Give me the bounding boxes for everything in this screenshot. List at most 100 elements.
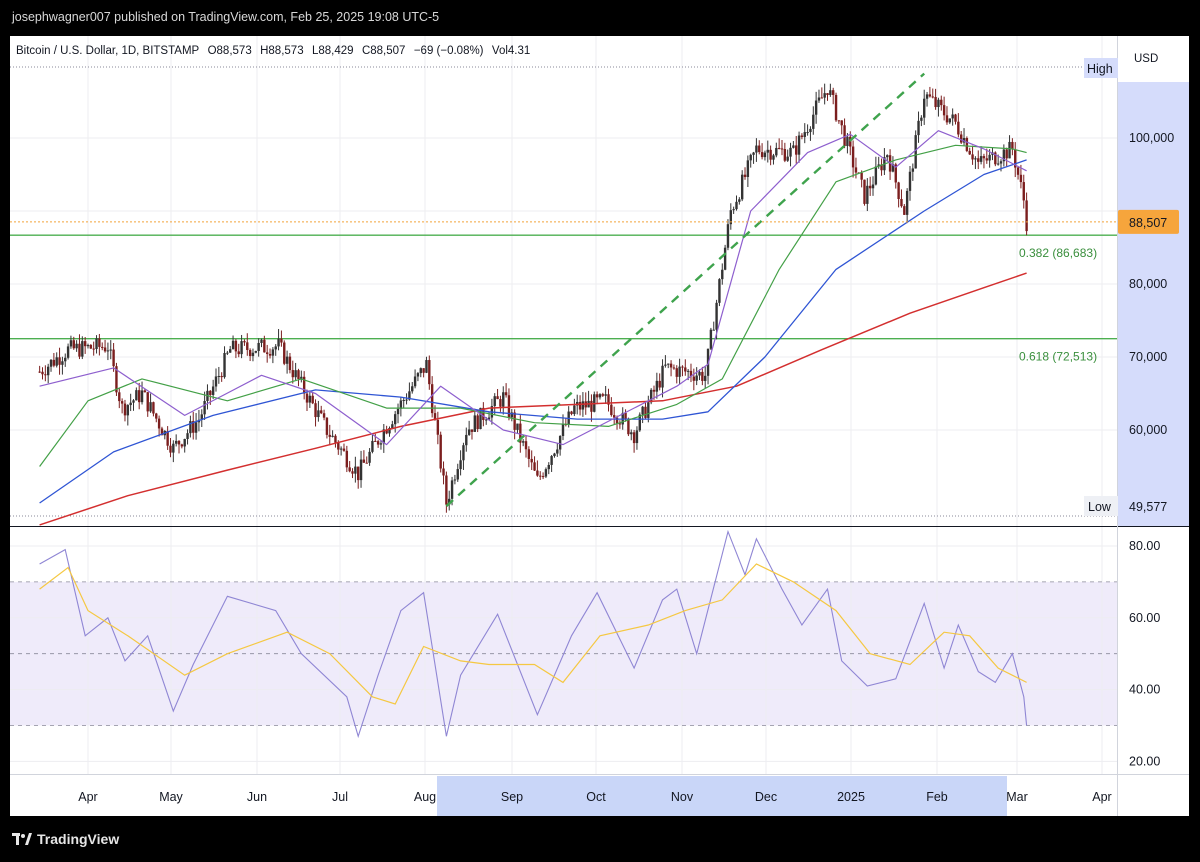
candle-body [152,402,155,414]
fib-level-label: 0.382 (86,683) [1019,246,1097,260]
candle-body [146,392,149,412]
candle-body [166,430,169,446]
candle-body [615,417,619,424]
candle-body [968,150,971,155]
candle-body [436,419,440,435]
candle-body [200,414,203,420]
candle-body [945,115,949,123]
candle-body [186,433,189,439]
candle-body [942,105,946,116]
candle-body [487,417,491,420]
candle-body [450,480,454,499]
candle-body [655,380,659,392]
time-tick-label: Oct [586,790,606,804]
candle-body [342,448,346,451]
candle-body [959,134,963,143]
candle-body [652,389,656,392]
candle-body [385,429,388,434]
candle-body [692,376,696,381]
candle-body [718,279,721,303]
chart-panel[interactable]: 0.382 (86,683) 0.618 (72,513) USD High Low 49… [10,36,1189,816]
candle-body [812,114,815,129]
candle-body [192,421,195,433]
candle-body [459,460,462,470]
candle-body [433,413,437,420]
fib-level-label: 0.618 (72,513) [1019,350,1097,364]
candle-body [502,392,505,407]
candle-body [46,366,50,376]
candle-body [246,342,249,350]
low-value-label: 49,577 [1129,500,1167,514]
candle-body [675,368,678,377]
last-price-label: 88,507 [1129,216,1167,230]
candle-body [72,340,75,349]
candle-body [903,206,906,215]
candle-body [467,429,471,435]
candle-body [544,469,548,477]
candle-body [974,158,977,160]
candle-body [49,359,53,367]
candle-body [101,346,104,348]
last-price-tag [1118,209,1179,234]
candle-body [493,396,496,407]
candle-body [519,423,522,443]
candle-body [610,404,613,416]
time-tick-label: Apr [78,790,97,804]
candle-body [211,386,215,395]
candle-body [962,138,966,143]
ma-slow-line [39,159,1027,504]
candle-body [41,371,44,375]
candle-body [129,402,132,406]
candle-body [513,412,516,430]
candle-body [729,210,733,225]
candle-body [914,135,917,169]
candle-body [715,302,718,330]
high-label: High [1087,62,1113,76]
candle-body [982,156,986,159]
candle-body [766,149,769,153]
candle-body [393,414,397,425]
candle-body [558,435,562,450]
candle-body [58,357,61,365]
candle-body [237,351,240,355]
candle-body [536,470,539,476]
price-chart[interactable]: 0.382 (86,683) 0.618 (72,513) USD High Low 49… [10,36,1189,816]
ohlc-open: O88,573 [207,45,252,57]
candle-body [780,148,784,150]
candle-body [118,392,121,402]
candle-body [231,340,235,350]
publish-header: josephwagner007 published on TradingView… [0,0,1200,36]
candle-body [871,184,875,189]
candle-body [465,434,468,446]
candle-body [792,145,795,148]
candle-body [1002,149,1006,162]
candle-body [880,164,883,171]
candle-body [934,96,937,108]
candle-body [590,400,593,412]
candle-body [556,449,559,454]
candle-body [254,350,258,353]
time-range-highlight [437,776,1007,816]
tradingview-logo[interactable]: TradingView [12,831,119,847]
candle-body [911,168,915,172]
candle-body [797,135,801,155]
candle-body [92,348,95,350]
candle-body [1025,200,1028,232]
candle-body [672,367,676,369]
candle-body [140,390,144,403]
ohlc-high: H88,573 [260,45,304,57]
candle-body [322,413,326,418]
candle-body [374,440,377,442]
candle-body [38,371,41,373]
candle-body [507,395,511,418]
candle-body [413,376,417,387]
ohlc-close: C88,507 [361,45,406,57]
time-tick-label: Jun [247,790,267,804]
candle-body [874,166,878,185]
candle-body [263,339,266,353]
candle-body [425,360,428,373]
candle-body [698,371,701,376]
time-tick-label: Mar [1006,790,1028,804]
candle-body [482,407,485,421]
candle-body [297,370,300,379]
